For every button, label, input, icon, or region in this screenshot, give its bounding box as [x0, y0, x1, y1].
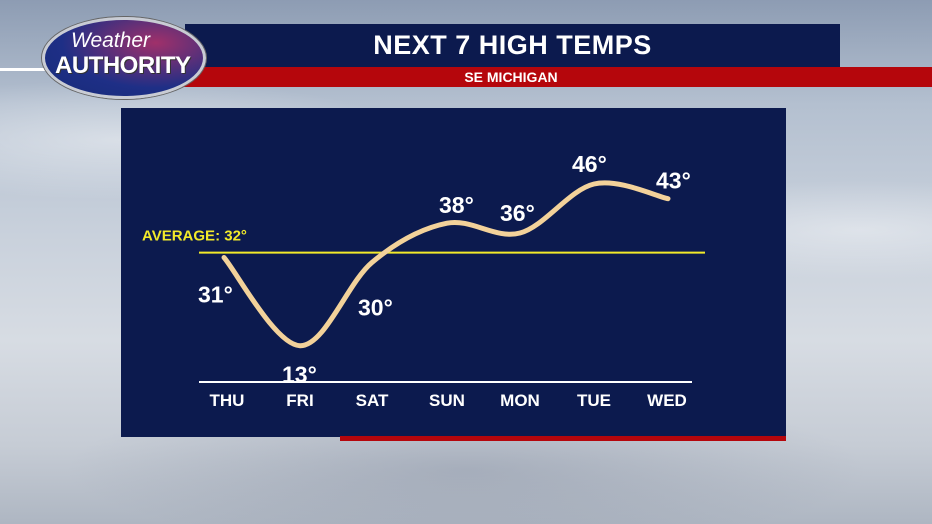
panel-red-strip	[340, 436, 786, 441]
divider-line	[0, 68, 60, 71]
title-bar: NEXT 7 HIGH TEMPS	[185, 24, 840, 67]
temp-label-sat: 30°	[358, 294, 393, 320]
weather-authority-logo: Weather AUTHORITY	[42, 17, 206, 99]
temp-label-thu: 31°	[198, 282, 233, 308]
region-subtitle: SE MICHIGAN	[464, 69, 558, 85]
day-label-sat: SAT	[356, 391, 389, 410]
temp-label-fri: 13°	[282, 362, 317, 388]
day-label-wed: WED	[647, 391, 687, 410]
day-label-sun: SUN	[429, 391, 465, 410]
temp-label-wed: 43°	[656, 168, 691, 194]
logo-line1: Weather	[71, 29, 150, 52]
temp-label-tue: 46°	[572, 151, 607, 177]
temperature-curve	[221, 180, 671, 349]
day-label-fri: FRI	[286, 391, 313, 410]
page-title: NEXT 7 HIGH TEMPS	[373, 30, 652, 60]
average-label: AVERAGE: 32°	[142, 228, 247, 245]
temp-label-sun: 38°	[439, 192, 474, 218]
logo-line2: AUTHORITY	[55, 52, 191, 79]
subtitle-bar: SE MICHIGAN	[175, 67, 932, 87]
day-label-mon: MON	[500, 391, 540, 410]
temp-label-mon: 36°	[500, 200, 535, 226]
day-label-tue: TUE	[577, 391, 611, 410]
day-label-thu: THU	[210, 391, 245, 410]
